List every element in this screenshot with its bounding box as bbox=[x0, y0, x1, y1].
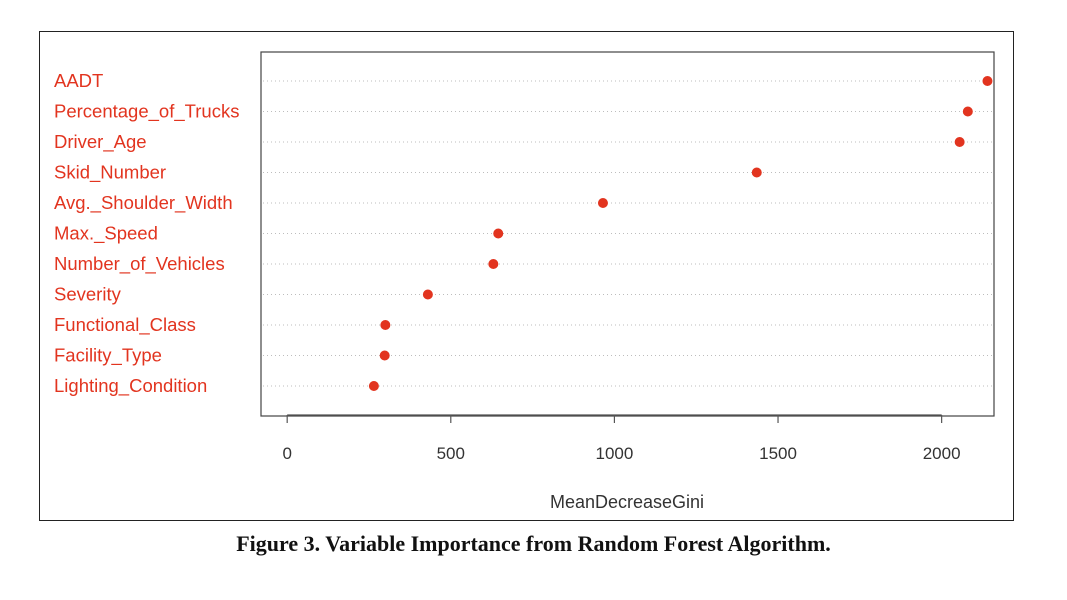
data-point bbox=[380, 320, 391, 330]
x-tick-label: 1500 bbox=[759, 444, 797, 463]
data-point bbox=[488, 259, 499, 269]
figure-caption: Figure 3. Variable Importance from Rando… bbox=[236, 531, 831, 556]
dot-chart: AADT Percentage_of_Trucks Driver_Age Skid_N… bbox=[54, 51, 995, 512]
x-tick-label: 1000 bbox=[595, 444, 633, 463]
data-point bbox=[379, 350, 390, 361]
category-label: Lighting_Condition bbox=[54, 375, 207, 397]
category-label: Percentage_of_Trucks bbox=[54, 101, 239, 123]
gridlines bbox=[263, 80, 992, 387]
category-labels: AADT Percentage_of_Trucks Driver_Age Skid_N… bbox=[54, 70, 239, 397]
category-label: Skid_Number bbox=[54, 162, 166, 184]
category-label: Number_of_Vehicles bbox=[54, 253, 225, 275]
data-point bbox=[422, 289, 433, 300]
category-label: Max._Speed bbox=[54, 223, 158, 245]
data-point bbox=[493, 228, 504, 239]
figure-frame: AADT Percentage_of_Trucks Driver_Age Skid_N… bbox=[39, 31, 1014, 521]
x-tick-label: 500 bbox=[437, 444, 465, 463]
category-label: AADT bbox=[54, 70, 103, 91]
x-axis: 0 500 1000 1500 2000 bbox=[282, 414, 961, 463]
category-label: Avg._Shoulder_Width bbox=[54, 192, 233, 214]
x-axis-title: MeanDecreaseGini bbox=[550, 492, 704, 512]
category-label: Severity bbox=[54, 284, 122, 305]
data-point bbox=[597, 198, 608, 208]
data-point bbox=[751, 167, 762, 178]
category-label: Driver_Age bbox=[54, 131, 147, 153]
plot-area-border bbox=[260, 51, 995, 417]
x-tick-label: 0 bbox=[282, 444, 291, 463]
data-point bbox=[982, 76, 993, 86]
category-label: Functional_Class bbox=[54, 314, 196, 336]
data-point bbox=[368, 381, 379, 391]
data-points bbox=[368, 76, 993, 391]
x-tick-label: 2000 bbox=[923, 444, 961, 463]
category-label: Facility_Type bbox=[54, 345, 162, 367]
data-point bbox=[954, 137, 965, 147]
data-point bbox=[962, 106, 973, 117]
